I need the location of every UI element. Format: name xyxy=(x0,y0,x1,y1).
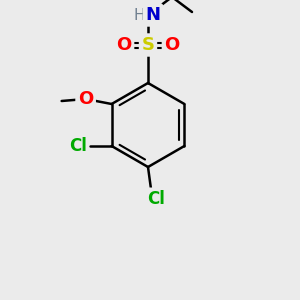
Text: Cl: Cl xyxy=(147,190,165,208)
Text: S: S xyxy=(142,36,154,54)
Text: O: O xyxy=(116,36,132,54)
Text: H: H xyxy=(133,8,145,22)
Text: N: N xyxy=(146,6,160,24)
Text: O: O xyxy=(164,36,180,54)
Text: O: O xyxy=(78,90,93,108)
Text: Cl: Cl xyxy=(69,137,87,155)
